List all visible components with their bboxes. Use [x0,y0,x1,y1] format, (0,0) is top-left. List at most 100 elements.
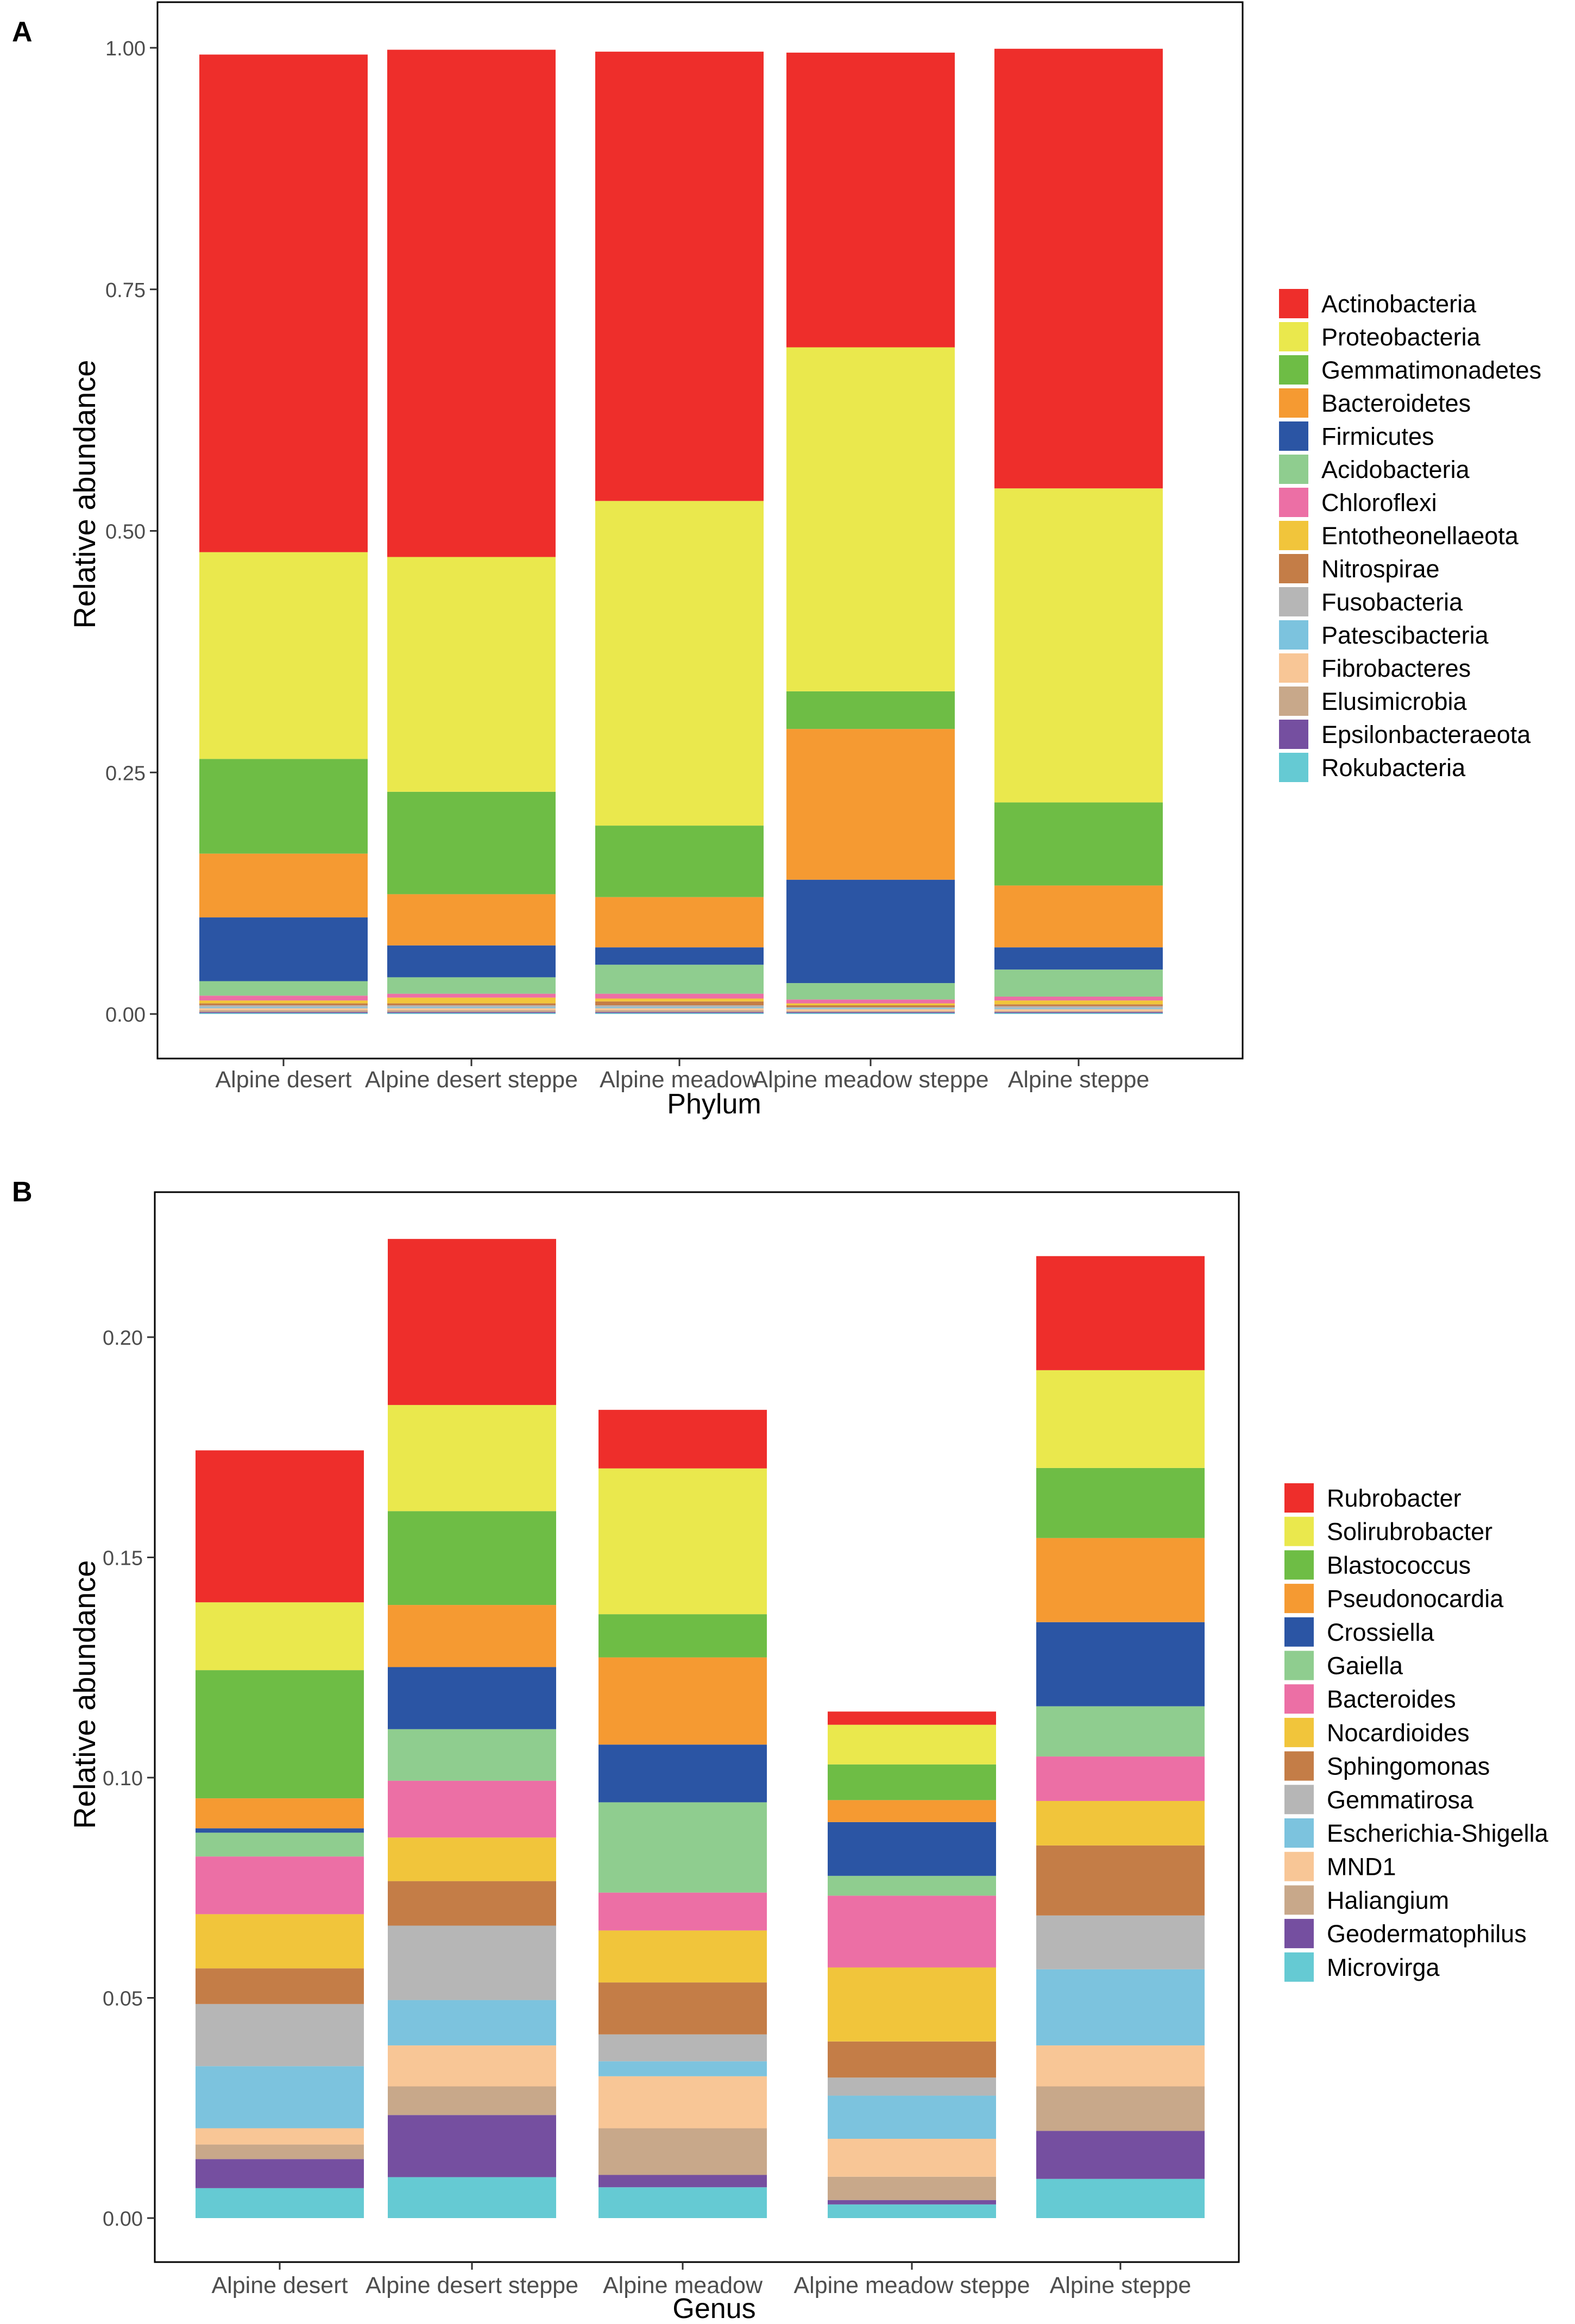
y-tick-label-b-3: 0.15 [103,1547,143,1570]
bar-b-alpine-desert-steppe-pseudonocardia [388,1605,556,1667]
bar-a-alpine-desert-steppe-epsilonbacteraeota [387,1012,556,1013]
bar-b-alpine-steppe-mnd1 [1036,2045,1205,2087]
legend-swatch-b-microvirga [1284,1952,1314,1982]
bar-b-alpine-desert-gemmatirosa [196,2004,364,2067]
legend-swatch-a-nitrospirae [1279,554,1308,583]
x-tick-label-b-0: Alpine desert [212,2272,348,2298]
bar-a-alpine-desert-fibrobacteres [199,1008,368,1010]
legend-label-b-solirubrobacter: Solirubrobacter [1327,1518,1492,1546]
bar-b-alpine-meadow-solirubrobacter [598,1468,767,1615]
bar-a-alpine-desert-steppe-chloroflexi [387,993,556,998]
bar-b-alpine-desert-steppe-sphingomonas [388,1881,556,1926]
bar-b-alpine-desert-steppe-escherichia-shigella [388,2000,556,2046]
legend-label-b-blastococcus: Blastococcus [1327,1551,1471,1579]
bar-b-alpine-meadow-nocardioides [598,1930,767,1983]
legend-swatch-b-gemmatirosa [1284,1785,1314,1815]
x-tick-label-b-4: Alpine steppe [1050,2272,1192,2298]
legend-swatch-b-crossiella [1284,1617,1314,1647]
bar-a-alpine-meadow-steppe-patescibacteria [786,1008,955,1010]
bar-a-alpine-meadow-steppe-entotheonellaeota [786,1003,955,1005]
bar-a-alpine-meadow-steppe-nitrospirae [786,1005,955,1007]
legend-swatch-a-actinobacteria [1279,289,1308,318]
bar-a-alpine-desert-steppe-actinobacteria [387,49,556,557]
legend-label-b-gaiella: Gaiella [1327,1652,1403,1680]
bar-a-alpine-meadow-steppe-epsilonbacteraeota [786,1012,955,1013]
bar-b-alpine-meadow-steppe-sphingomonas [828,2041,996,2078]
bar-a-alpine-desert-fusobacteria [199,1005,368,1007]
bar-b-alpine-desert-sphingomonas [196,1968,364,2004]
legend-swatch-b-gaiella [1284,1651,1314,1680]
legend-label-b-gemmatirosa: Gemmatirosa [1327,1786,1474,1813]
bar-b-alpine-desert-nocardioides [196,1914,364,1969]
legend-swatch-b-rubrobacter [1284,1483,1314,1513]
bar-a-alpine-steppe-epsilonbacteraeota [994,1012,1163,1013]
panel-label-a: A [12,16,33,48]
bar-b-alpine-desert-steppe-gaiella [388,1729,556,1781]
bar-b-alpine-steppe-geodermatophilus [1036,2131,1205,2179]
y-tick-label-b-0: 0.00 [103,2208,143,2231]
x-tick-label-b-2: Alpine meadow [603,2272,763,2298]
bar-a-alpine-meadow-steppe-firmicutes [786,879,955,984]
bar-a-alpine-desert-nitrospirae [199,1003,368,1005]
bar-b-alpine-steppe-escherichia-shigella [1036,1969,1205,2046]
bar-a-alpine-desert-elusimicrobia [199,1010,368,1012]
bar-b-alpine-desert-steppe-blastococcus [388,1511,556,1605]
y-axis-b: 0.00 0.05 0.10 0.15 0.20 [103,1327,155,2231]
legend-label-a-nitrospirae: Nitrospirae [1321,555,1440,583]
bar-a-alpine-steppe-rokubacteria [994,1013,1163,1014]
bar-b-alpine-meadow-gaiella [598,1802,767,1893]
bar-a-alpine-meadow-fusobacteria [595,1005,764,1007]
bar-b-alpine-desert-steppe-rubrobacter [388,1239,556,1405]
legend-swatch-b-mnd1 [1284,1851,1314,1881]
legend-label-b-microvirga: Microvirga [1327,1954,1440,1981]
bar-b-alpine-desert-steppe-bacteroides [388,1780,556,1838]
legend-swatch-b-haliangium [1284,1885,1314,1915]
bar-b-alpine-meadow-steppe-haliangium [828,2176,996,2200]
x-axis-title-b: Genus [672,2293,755,2324]
x-axis-a: Alpine desert Alpine desert steppe Alpine … [216,1059,1149,1093]
legend-label-a-epsilonbacteraeota: Epsilonbacteraeota [1321,721,1531,748]
bar-b-alpine-desert-mnd1 [196,2128,364,2145]
legend-swatch-a-rokubacteria [1279,753,1308,782]
bar-b-alpine-steppe-gaiella [1036,1706,1205,1757]
bar-b-alpine-steppe-crossiella [1036,1622,1205,1706]
bar-b-alpine-desert-gaiella [196,1832,364,1857]
legend-label-a-entotheonellaeota: Entotheonellaeota [1321,522,1519,550]
bar-a-alpine-meadow-bacteroidetes [595,897,764,948]
bar-b-alpine-steppe-sphingomonas [1036,1845,1205,1916]
legend-swatch-b-solirubrobacter [1284,1516,1314,1546]
y-axis-title-a: Relative abundance [67,360,102,628]
legend-label-b-geodermatophilus: Geodermatophilus [1327,1920,1527,1948]
legend-label-b-escherichia-shigella: Escherichia-Shigella [1327,1819,1549,1847]
bar-a-alpine-desert-steppe-firmicutes [387,945,556,978]
legend-swatch-a-elusimicrobia [1279,687,1308,716]
bar-b-alpine-meadow-crossiella [598,1744,767,1803]
bar-b-alpine-meadow-steppe-pseudonocardia [828,1800,996,1822]
legend-label-b-crossiella: Crossiella [1327,1618,1435,1646]
chart-panel-a: A 0.000.250.500.751.00 Alpine desert Alpi… [12,1,1541,1120]
legend-swatch-a-bacteroidetes [1279,388,1308,418]
legend-label-b-sphingomonas: Sphingomonas [1327,1753,1490,1780]
bar-a-alpine-steppe-entotheonellaeota [994,1000,1163,1005]
legend-swatch-a-epsilonbacteraeota [1279,720,1308,749]
bar-a-alpine-desert-steppe-fusobacteria [387,1005,556,1007]
bar-a-alpine-meadow-chloroflexi [595,993,764,999]
y-axis-a: 0.00 0.25 0.50 0.75 1.00 [105,37,158,1026]
bar-a-alpine-desert-gemmatimonadetes [199,759,368,854]
legend-swatch-b-blastococcus [1284,1550,1314,1580]
panel-label-b: B [12,1176,33,1208]
y-tick-label-a-2: 0.50 [105,521,146,544]
bar-a-alpine-meadow-steppe-actinobacteria [786,52,955,348]
bar-a-alpine-desert-steppe-proteobacteria [387,557,556,792]
legend-label-a-gemmatimonadetes: Gemmatimonadetes [1321,356,1541,384]
legend-label-a-bacteroidetes: Bacteroidetes [1321,389,1471,417]
bar-a-alpine-meadow-steppe-fibrobacteres [786,1009,955,1011]
y-axis-title-b: Relative abundance [67,1560,102,1829]
chart-panel-b: B 0.000.050.100.150.20 Alpine desert Alpi… [12,1176,1549,2324]
bar-a-alpine-desert-steppe-bacteroidetes [387,894,556,946]
legend-swatch-a-proteobacteria [1279,322,1308,351]
bar-b-alpine-meadow-steppe-nocardioides [828,1967,996,2042]
bar-b-alpine-desert-steppe-nocardioides [388,1837,556,1881]
y-tick-label-b-2: 0.10 [103,1767,143,1790]
bar-a-alpine-desert-entotheonellaeota [199,1000,368,1004]
